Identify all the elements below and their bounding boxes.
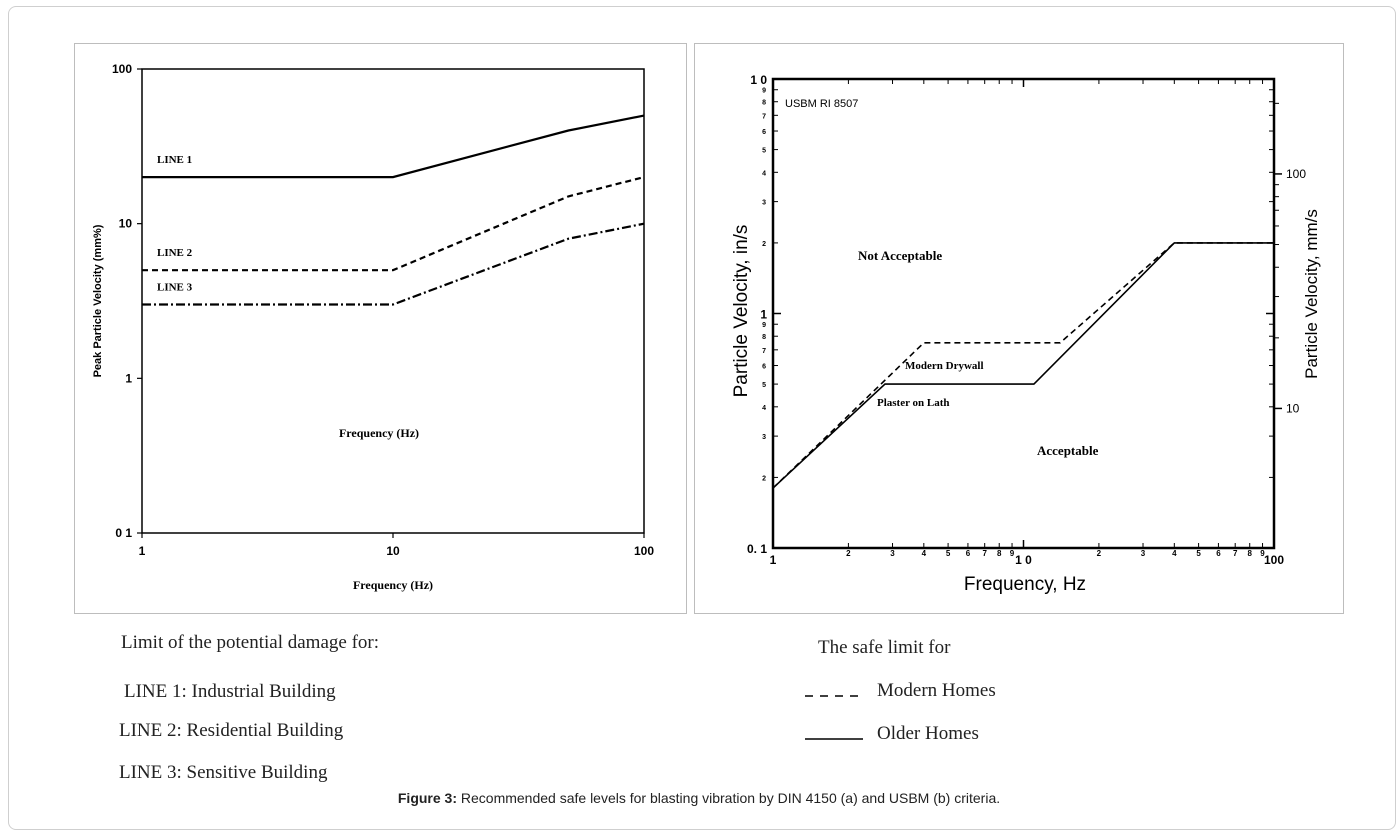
din-inner-label: Frequency (Hz) (339, 426, 419, 440)
din-y-tick-label: 10 (119, 217, 133, 231)
usbm-y-tick-minor-label: 8 (762, 334, 766, 341)
din-x-axis-label: Frequency (Hz) (353, 578, 433, 592)
usbm-y-tick-minor-label: 3 (762, 200, 766, 207)
din-x-tick-label: 1 (139, 544, 146, 558)
din-y-tick-label: 100 (112, 62, 132, 76)
usbm-y-axis-label-right: Particle Velocity, mm/s (1302, 209, 1321, 379)
series-label-plaster-on-lath: Plaster on Lath (877, 397, 950, 409)
usbm-y-tick-minor-label: 4 (762, 170, 766, 177)
legend-modern-homes: Modern Homes (805, 680, 996, 702)
usbm-x-tick-minor-label: 5 (946, 549, 951, 558)
left-caption-heading: Limit of the potential damage for: (121, 632, 380, 653)
usbm-y-tick-minor-label: 5 (762, 148, 766, 155)
figure-caption-text: Recommended safe levels for blasting vib… (457, 790, 1001, 806)
din-x-tick-label: 10 (386, 544, 400, 558)
usbm-y-tick-label: 1 0 (750, 73, 767, 87)
usbm-y-tick-minor-label: 9 (762, 322, 766, 329)
legend-older-homes-label: Older Homes (877, 723, 979, 744)
usbm-y-tick-minor-label: 7 (762, 113, 766, 120)
usbm-x-tick-label: 1 (770, 553, 777, 567)
left-caption-item-1: LINE 1: Industrial Building (124, 681, 336, 702)
usbm-y-tick-minor-label: 6 (762, 364, 766, 371)
usbm-series-line-1 (772, 242, 1274, 489)
usbm-y-tick-label: 0. 1 (747, 542, 767, 556)
usbm-y-tick-minor-label: 7 (762, 348, 766, 355)
chart-panel-din: 0 1 1 10 100 1 10 100 LINE 1 LINE 2 LINE 3 Peak… (74, 43, 687, 614)
usbm-right-tick-label: 10 (1286, 401, 1300, 415)
din-series-label-1: LINE 1 (157, 154, 192, 166)
usbm-x-tick-minor-label: 2 (1097, 549, 1102, 558)
din-y-tick-label: 0 1 (115, 526, 132, 540)
din-series-label-3: LINE 3 (157, 282, 193, 294)
series-label-modern-drywall: Modern Drywall (905, 360, 984, 372)
legend-older-homes: Older Homes (805, 723, 979, 745)
usbm-y-tick-minor-label: 9 (762, 88, 766, 95)
figure-caption: Figure 3: Recommended safe levels for bl… (0, 790, 1398, 806)
usbm-y-tick-label: 1 (760, 308, 767, 322)
din-series-line-2 (142, 176, 645, 272)
din-series-line-3 (142, 222, 645, 306)
region-acceptable: Acceptable (1037, 443, 1099, 458)
right-caption-heading: The safe limit for (818, 637, 951, 658)
solid-line-sample (805, 737, 863, 740)
usbm-right-tick-label: 100 (1286, 167, 1306, 181)
region-not-acceptable: Not Acceptable (858, 248, 942, 263)
usbm-y-tick-minor-label: 2 (762, 475, 766, 482)
usbm-x-tick-minor-label: 8 (1247, 549, 1252, 558)
usbm-x-tick-minor-label: 6 (966, 549, 971, 558)
din-series-label-2: LINE 2 (157, 247, 193, 259)
usbm-series-line-2 (772, 242, 1274, 489)
din-y-axis-label: Peak Particle Velocity (mm%) (92, 224, 104, 377)
usbm-x-tick-minor-label: 3 (890, 549, 895, 558)
figure-caption-label: Figure 3: (397, 790, 457, 806)
usbm-y-axis-label: Particle Velocity, in/s (731, 225, 752, 398)
usbm-x-tick-minor-label: 7 (1233, 549, 1238, 558)
usbm-x-tick-minor-label: 4 (922, 549, 927, 558)
usbm-y-tick-minor-label: 4 (762, 405, 766, 412)
din-chart: 0 1 1 10 100 1 10 100 LINE 1 LINE 2 LINE 3 Peak… (92, 62, 654, 592)
usbm-x-tick-minor-label: 8 (997, 549, 1002, 558)
dashed-line-sample (805, 694, 863, 697)
usbm-x-tick-minor-label: 5 (1196, 549, 1201, 558)
usbm-y-tick-minor-label: 8 (762, 100, 766, 107)
din-series-line-1 (142, 114, 645, 179)
din-x-tick-label: 100 (634, 544, 654, 558)
usbm-x-tick-minor-label: 6 (1216, 549, 1221, 558)
usbm-x-tick-minor-label: 4 (1172, 549, 1177, 558)
usbm-x-axis-label: Frequency, Hz (964, 574, 1086, 595)
usbm-x-tick-minor-label: 7 (982, 549, 987, 558)
usbm-x-tick-label: 1 0 (1015, 553, 1032, 567)
usbm-y-tick-minor-label: 3 (762, 434, 766, 441)
usbm-x-tick-minor-label: 9 (1260, 549, 1265, 558)
usbm-y-tick-minor-label: 2 (762, 241, 766, 248)
left-caption-item-2: LINE 2: Residential Building (119, 720, 344, 741)
usbm-annotation: USBM RI 8507 (785, 98, 858, 110)
usbm-plot-area (771, 77, 1276, 550)
usbm-y-tick-minor-label: 5 (762, 382, 766, 389)
usbm-x-tick-minor-label: 3 (1141, 549, 1146, 558)
usbm-x-tick-minor-label: 2 (846, 549, 851, 558)
usbm-x-tick-label: 100 (1264, 553, 1284, 567)
usbm-x-tick-minor-label: 9 (1010, 549, 1015, 558)
left-caption-item-3: LINE 3: Sensitive Building (119, 762, 328, 783)
din-plot-area (141, 68, 645, 534)
din-y-tick-label: 1 (125, 371, 132, 385)
usbm-y-tick-minor-label: 6 (762, 129, 766, 136)
figure-frame (8, 6, 1396, 830)
legend-modern-homes-label: Modern Homes (877, 680, 996, 701)
